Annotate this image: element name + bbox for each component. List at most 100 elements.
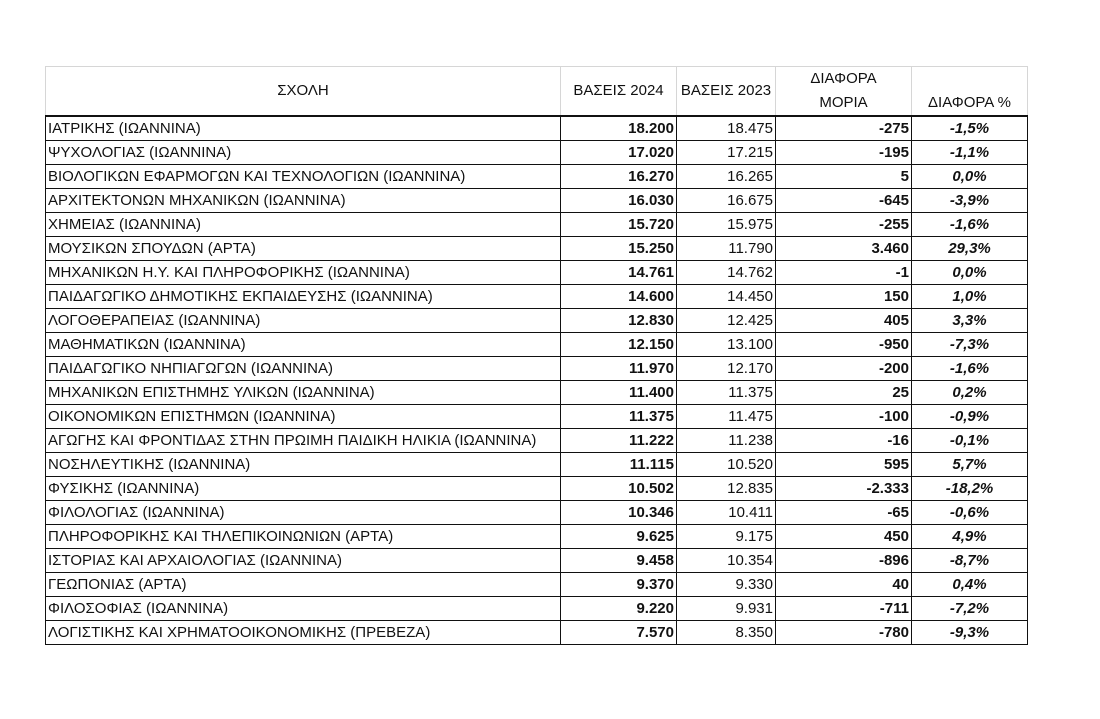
diff-percent: 4,9%: [911, 524, 1028, 549]
score-2024: 14.600: [560, 284, 677, 309]
diff-percent: 0,2%: [911, 380, 1028, 405]
diff-points: 25: [775, 380, 912, 405]
school-name: ΝΟΣΗΛΕΥΤΙΚΗΣ (ΙΩΑΝΝΙΝΑ): [45, 452, 561, 477]
score-2024: 12.830: [560, 308, 677, 333]
diff-percent: 0,0%: [911, 164, 1028, 189]
score-2023: 11.475: [676, 404, 776, 429]
score-2023: 8.350: [676, 620, 776, 645]
diff-percent: -1,6%: [911, 212, 1028, 237]
table-row: ΧΗΜΕΙΑΣ (ΙΩΑΝΝΙΝΑ) 15.720 15.975 -255 -1,6%: [45, 212, 1028, 237]
admission-scores-table: ΣΧΟΛΗ ΒΑΣΕΙΣ 2024 ΒΑΣΕΙΣ 2023 ΔΙΑΦΟΡΑ ΜΟΡ…: [45, 66, 1028, 645]
header-diff-points-line2: ΜΟΡΙΑ: [819, 94, 868, 111]
table-body: ΙΑΤΡΙΚΗΣ (ΙΩΑΝΝΙΝΑ) 18.200 18.475 -275 -1,5%…: [45, 115, 1028, 645]
score-2024: 15.250: [560, 236, 677, 261]
score-2023: 14.762: [676, 260, 776, 285]
score-2024: 12.150: [560, 332, 677, 357]
score-2023: 12.425: [676, 308, 776, 333]
diff-percent: 3,3%: [911, 308, 1028, 333]
school-name: ΠΑΙΔΑΓΩΓΙΚΟ ΔΗΜΟΤΙΚΗΣ ΕΚΠΑΙΔΕΥΣΗΣ (ΙΩΑΝΝ…: [45, 284, 561, 309]
school-name: ΨΥΧΟΛΟΓΙΑΣ (ΙΩΑΝΝΙΝΑ): [45, 140, 561, 165]
score-2023: 15.975: [676, 212, 776, 237]
score-2024: 18.200: [560, 115, 677, 141]
school-name: ΜΟΥΣΙΚΩΝ ΣΠΟΥΔΩΝ (ΑΡΤΑ): [45, 236, 561, 261]
school-name: ΠΑΙΔΑΓΩΓΙΚΟ ΝΗΠΙΑΓΩΓΩΝ (ΙΩΑΝΝΙΝΑ): [45, 356, 561, 381]
score-2024: 17.020: [560, 140, 677, 165]
score-2024: 7.570: [560, 620, 677, 645]
school-name: ΓΕΩΠΟΝΙΑΣ (ΑΡΤΑ): [45, 572, 561, 597]
diff-points: -2.333: [775, 476, 912, 501]
score-2024: 9.220: [560, 596, 677, 621]
school-name: ΛΟΓΙΣΤΙΚΗΣ ΚΑΙ ΧΡΗΜΑΤΟΟΙΚΟΝΟΜΙΚΗΣ (ΠΡΕΒΕ…: [45, 620, 561, 645]
header-scores-2024: ΒΑΣΕΙΣ 2024: [560, 66, 677, 117]
score-2024: 9.458: [560, 548, 677, 573]
score-2023: 18.475: [676, 115, 776, 141]
school-name: ΦΥΣΙΚΗΣ (ΙΩΑΝΝΙΝΑ): [45, 476, 561, 501]
table-row: ΜΟΥΣΙΚΩΝ ΣΠΟΥΔΩΝ (ΑΡΤΑ) 15.250 11.790 3.460…: [45, 236, 1028, 261]
school-name: ΜΗΧΑΝΙΚΩΝ ΕΠΙΣΤΗΜΗΣ ΥΛΙΚΩΝ (ΙΩΑΝΝΙΝΑ): [45, 380, 561, 405]
diff-percent: -0,9%: [911, 404, 1028, 429]
diff-percent: -7,3%: [911, 332, 1028, 357]
diff-points: 595: [775, 452, 912, 477]
school-name: ΦΙΛΟΛΟΓΙΑΣ (ΙΩΑΝΝΙΝΑ): [45, 500, 561, 525]
score-2023: 14.450: [676, 284, 776, 309]
diff-percent: -7,2%: [911, 596, 1028, 621]
diff-percent: 0,0%: [911, 260, 1028, 285]
table-row: ΓΕΩΠΟΝΙΑΣ (ΑΡΤΑ) 9.370 9.330 40 0,4%: [45, 572, 1028, 597]
diff-percent: -3,9%: [911, 188, 1028, 213]
table-row: ΠΑΙΔΑΓΩΓΙΚΟ ΔΗΜΟΤΙΚΗΣ ΕΚΠΑΙΔΕΥΣΗΣ (ΙΩΑΝΝ…: [45, 284, 1028, 309]
school-name: ΙΑΤΡΙΚΗΣ (ΙΩΑΝΝΙΝΑ): [45, 115, 561, 141]
score-2023: 9.175: [676, 524, 776, 549]
diff-percent: -0,6%: [911, 500, 1028, 525]
score-2024: 14.761: [560, 260, 677, 285]
header-diff-points-line1: ΔΙΑΦΟΡΑ: [810, 70, 877, 87]
score-2023: 9.931: [676, 596, 776, 621]
table-row: ΠΑΙΔΑΓΩΓΙΚΟ ΝΗΠΙΑΓΩΓΩΝ (ΙΩΑΝΝΙΝΑ) 11.970 1…: [45, 356, 1028, 381]
score-2023: 13.100: [676, 332, 776, 357]
table-row: ΜΑΘΗΜΑΤΙΚΩΝ (ΙΩΑΝΝΙΝΑ) 12.150 13.100 -950 -7…: [45, 332, 1028, 357]
score-2024: 9.625: [560, 524, 677, 549]
score-2023: 17.215: [676, 140, 776, 165]
diff-percent: 5,7%: [911, 452, 1028, 477]
table-row: ΦΙΛΟΣΟΦΙΑΣ (ΙΩΑΝΝΙΝΑ) 9.220 9.931 -711 -7,2%: [45, 596, 1028, 621]
score-2023: 12.170: [676, 356, 776, 381]
score-2023: 11.375: [676, 380, 776, 405]
diff-points: -275: [775, 115, 912, 141]
score-2024: 16.270: [560, 164, 677, 189]
diff-percent: -1,5%: [911, 115, 1028, 141]
diff-points: -645: [775, 188, 912, 213]
table-row: ΦΥΣΙΚΗΣ (ΙΩΑΝΝΙΝΑ) 10.502 12.835 -2.333 -18,…: [45, 476, 1028, 501]
table-row: ΑΓΩΓΗΣ ΚΑΙ ΦΡΟΝΤΙΔΑΣ ΣΤΗΝ ΠΡΩΙΜΗ ΠΑΙΔΙΚΗ…: [45, 428, 1028, 453]
diff-percent: -18,2%: [911, 476, 1028, 501]
school-name: ΧΗΜΕΙΑΣ (ΙΩΑΝΝΙΝΑ): [45, 212, 561, 237]
score-2023: 16.265: [676, 164, 776, 189]
score-2023: 11.790: [676, 236, 776, 261]
diff-points: 405: [775, 308, 912, 333]
table-row: ΦΙΛΟΛΟΓΙΑΣ (ΙΩΑΝΝΙΝΑ) 10.346 10.411 -65 -0,6…: [45, 500, 1028, 525]
school-name: ΜΗΧΑΝΙΚΩΝ Η.Υ. ΚΑΙ ΠΛΗΡΟΦΟΡΙΚΗΣ (ΙΩΑΝΝΙΝ…: [45, 260, 561, 285]
score-2023: 10.411: [676, 500, 776, 525]
score-2023: 9.330: [676, 572, 776, 597]
diff-points: -1: [775, 260, 912, 285]
score-2024: 16.030: [560, 188, 677, 213]
diff-points: -255: [775, 212, 912, 237]
diff-percent: 1,0%: [911, 284, 1028, 309]
diff-points: 5: [775, 164, 912, 189]
diff-percent: -1,1%: [911, 140, 1028, 165]
diff-points: -195: [775, 140, 912, 165]
table-row: ΜΗΧΑΝΙΚΩΝ Η.Υ. ΚΑΙ ΠΛΗΡΟΦΟΡΙΚΗΣ (ΙΩΑΝΝΙΝ…: [45, 260, 1028, 285]
score-2024: 9.370: [560, 572, 677, 597]
school-name: ΟΙΚΟΝΟΜΙΚΩΝ ΕΠΙΣΤΗΜΩΝ (ΙΩΑΝΝΙΝΑ): [45, 404, 561, 429]
school-name: ΜΑΘΗΜΑΤΙΚΩΝ (ΙΩΑΝΝΙΝΑ): [45, 332, 561, 357]
score-2024: 10.502: [560, 476, 677, 501]
school-name: ΑΡΧΙΤΕΚΤΟΝΩΝ ΜΗΧΑΝΙΚΩΝ (ΙΩΑΝΝΙΝΑ): [45, 188, 561, 213]
school-name: ΛΟΓΟΘΕΡΑΠΕΙΑΣ (ΙΩΑΝΝΙΝΑ): [45, 308, 561, 333]
table-row: ΛΟΓΟΘΕΡΑΠΕΙΑΣ (ΙΩΑΝΝΙΝΑ) 12.830 12.425 405 3…: [45, 308, 1028, 333]
table-row: ΟΙΚΟΝΟΜΙΚΩΝ ΕΠΙΣΤΗΜΩΝ (ΙΩΑΝΝΙΝΑ) 11.375 11…: [45, 404, 1028, 429]
diff-points: -16: [775, 428, 912, 453]
score-2023: 11.238: [676, 428, 776, 453]
score-2024: 10.346: [560, 500, 677, 525]
diff-percent: 0,4%: [911, 572, 1028, 597]
school-name: ΙΣΤΟΡΙΑΣ ΚΑΙ ΑΡΧΑΙΟΛΟΓΙΑΣ (ΙΩΑΝΝΙΝΑ): [45, 548, 561, 573]
table-row: ΛΟΓΙΣΤΙΚΗΣ ΚΑΙ ΧΡΗΜΑΤΟΟΙΚΟΝΟΜΙΚΗΣ (ΠΡΕΒΕ…: [45, 620, 1028, 645]
school-name: ΑΓΩΓΗΣ ΚΑΙ ΦΡΟΝΤΙΔΑΣ ΣΤΗΝ ΠΡΩΙΜΗ ΠΑΙΔΙΚΗ…: [45, 428, 561, 453]
